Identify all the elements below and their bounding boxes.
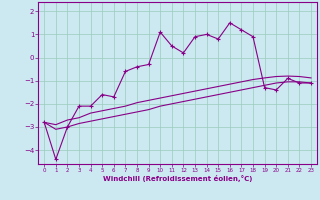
X-axis label: Windchill (Refroidissement éolien,°C): Windchill (Refroidissement éolien,°C): [103, 175, 252, 182]
